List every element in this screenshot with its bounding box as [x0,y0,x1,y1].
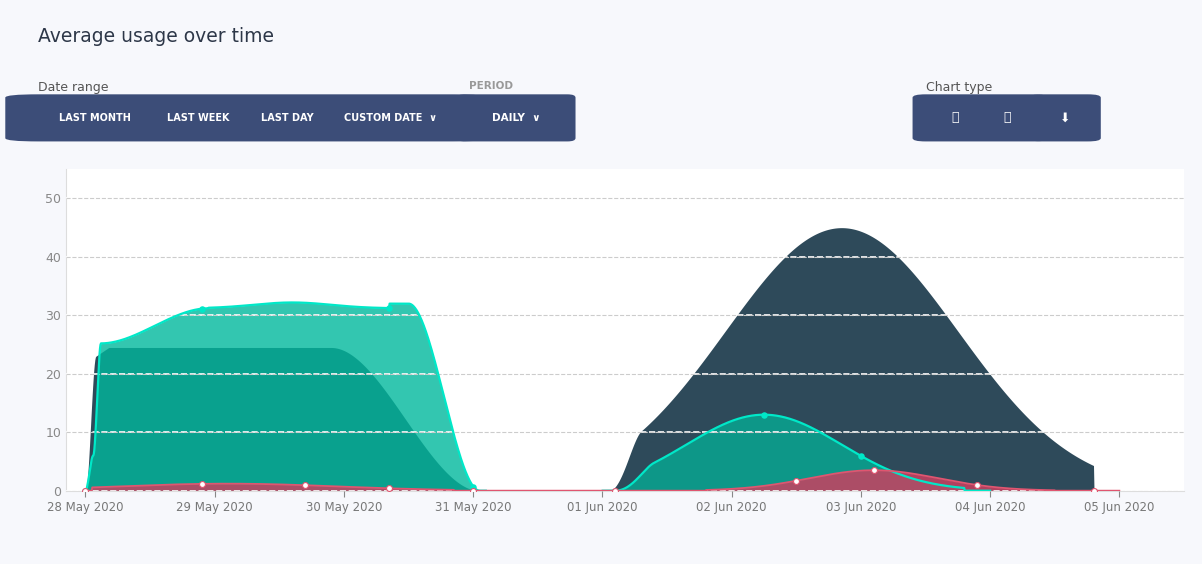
Point [1084,486,1103,495]
FancyBboxPatch shape [912,94,1047,142]
Text: Date range: Date range [38,81,109,94]
Text: 📊: 📊 [1002,111,1011,125]
Point [606,486,625,495]
Text: 📈: 📈 [951,111,958,125]
Text: ⬇: ⬇ [1060,111,1070,125]
FancyBboxPatch shape [457,94,576,142]
Text: PERIOD: PERIOD [469,81,513,91]
Point [606,486,625,495]
Point [380,484,399,493]
FancyBboxPatch shape [1029,94,1101,142]
Point [851,451,870,460]
Text: DAILY  ∨: DAILY ∨ [492,113,541,123]
FancyBboxPatch shape [5,94,487,142]
Point [76,486,95,495]
Point [192,304,212,313]
Text: CUSTOM DATE  ∨: CUSTOM DATE ∨ [345,113,438,123]
Point [968,481,987,490]
Point [786,476,805,485]
Text: LAST MONTH: LAST MONTH [59,113,130,123]
Point [464,482,483,491]
Text: Average usage over time: Average usage over time [38,27,274,46]
Point [296,481,315,490]
Text: LAST DAY: LAST DAY [261,113,314,123]
Point [380,303,399,312]
Text: Chart type: Chart type [926,81,992,94]
Point [755,410,774,419]
Point [464,486,483,495]
Point [864,466,883,475]
Point [192,479,212,488]
Point [76,486,95,495]
Text: LAST WEEK: LAST WEEK [167,113,230,123]
